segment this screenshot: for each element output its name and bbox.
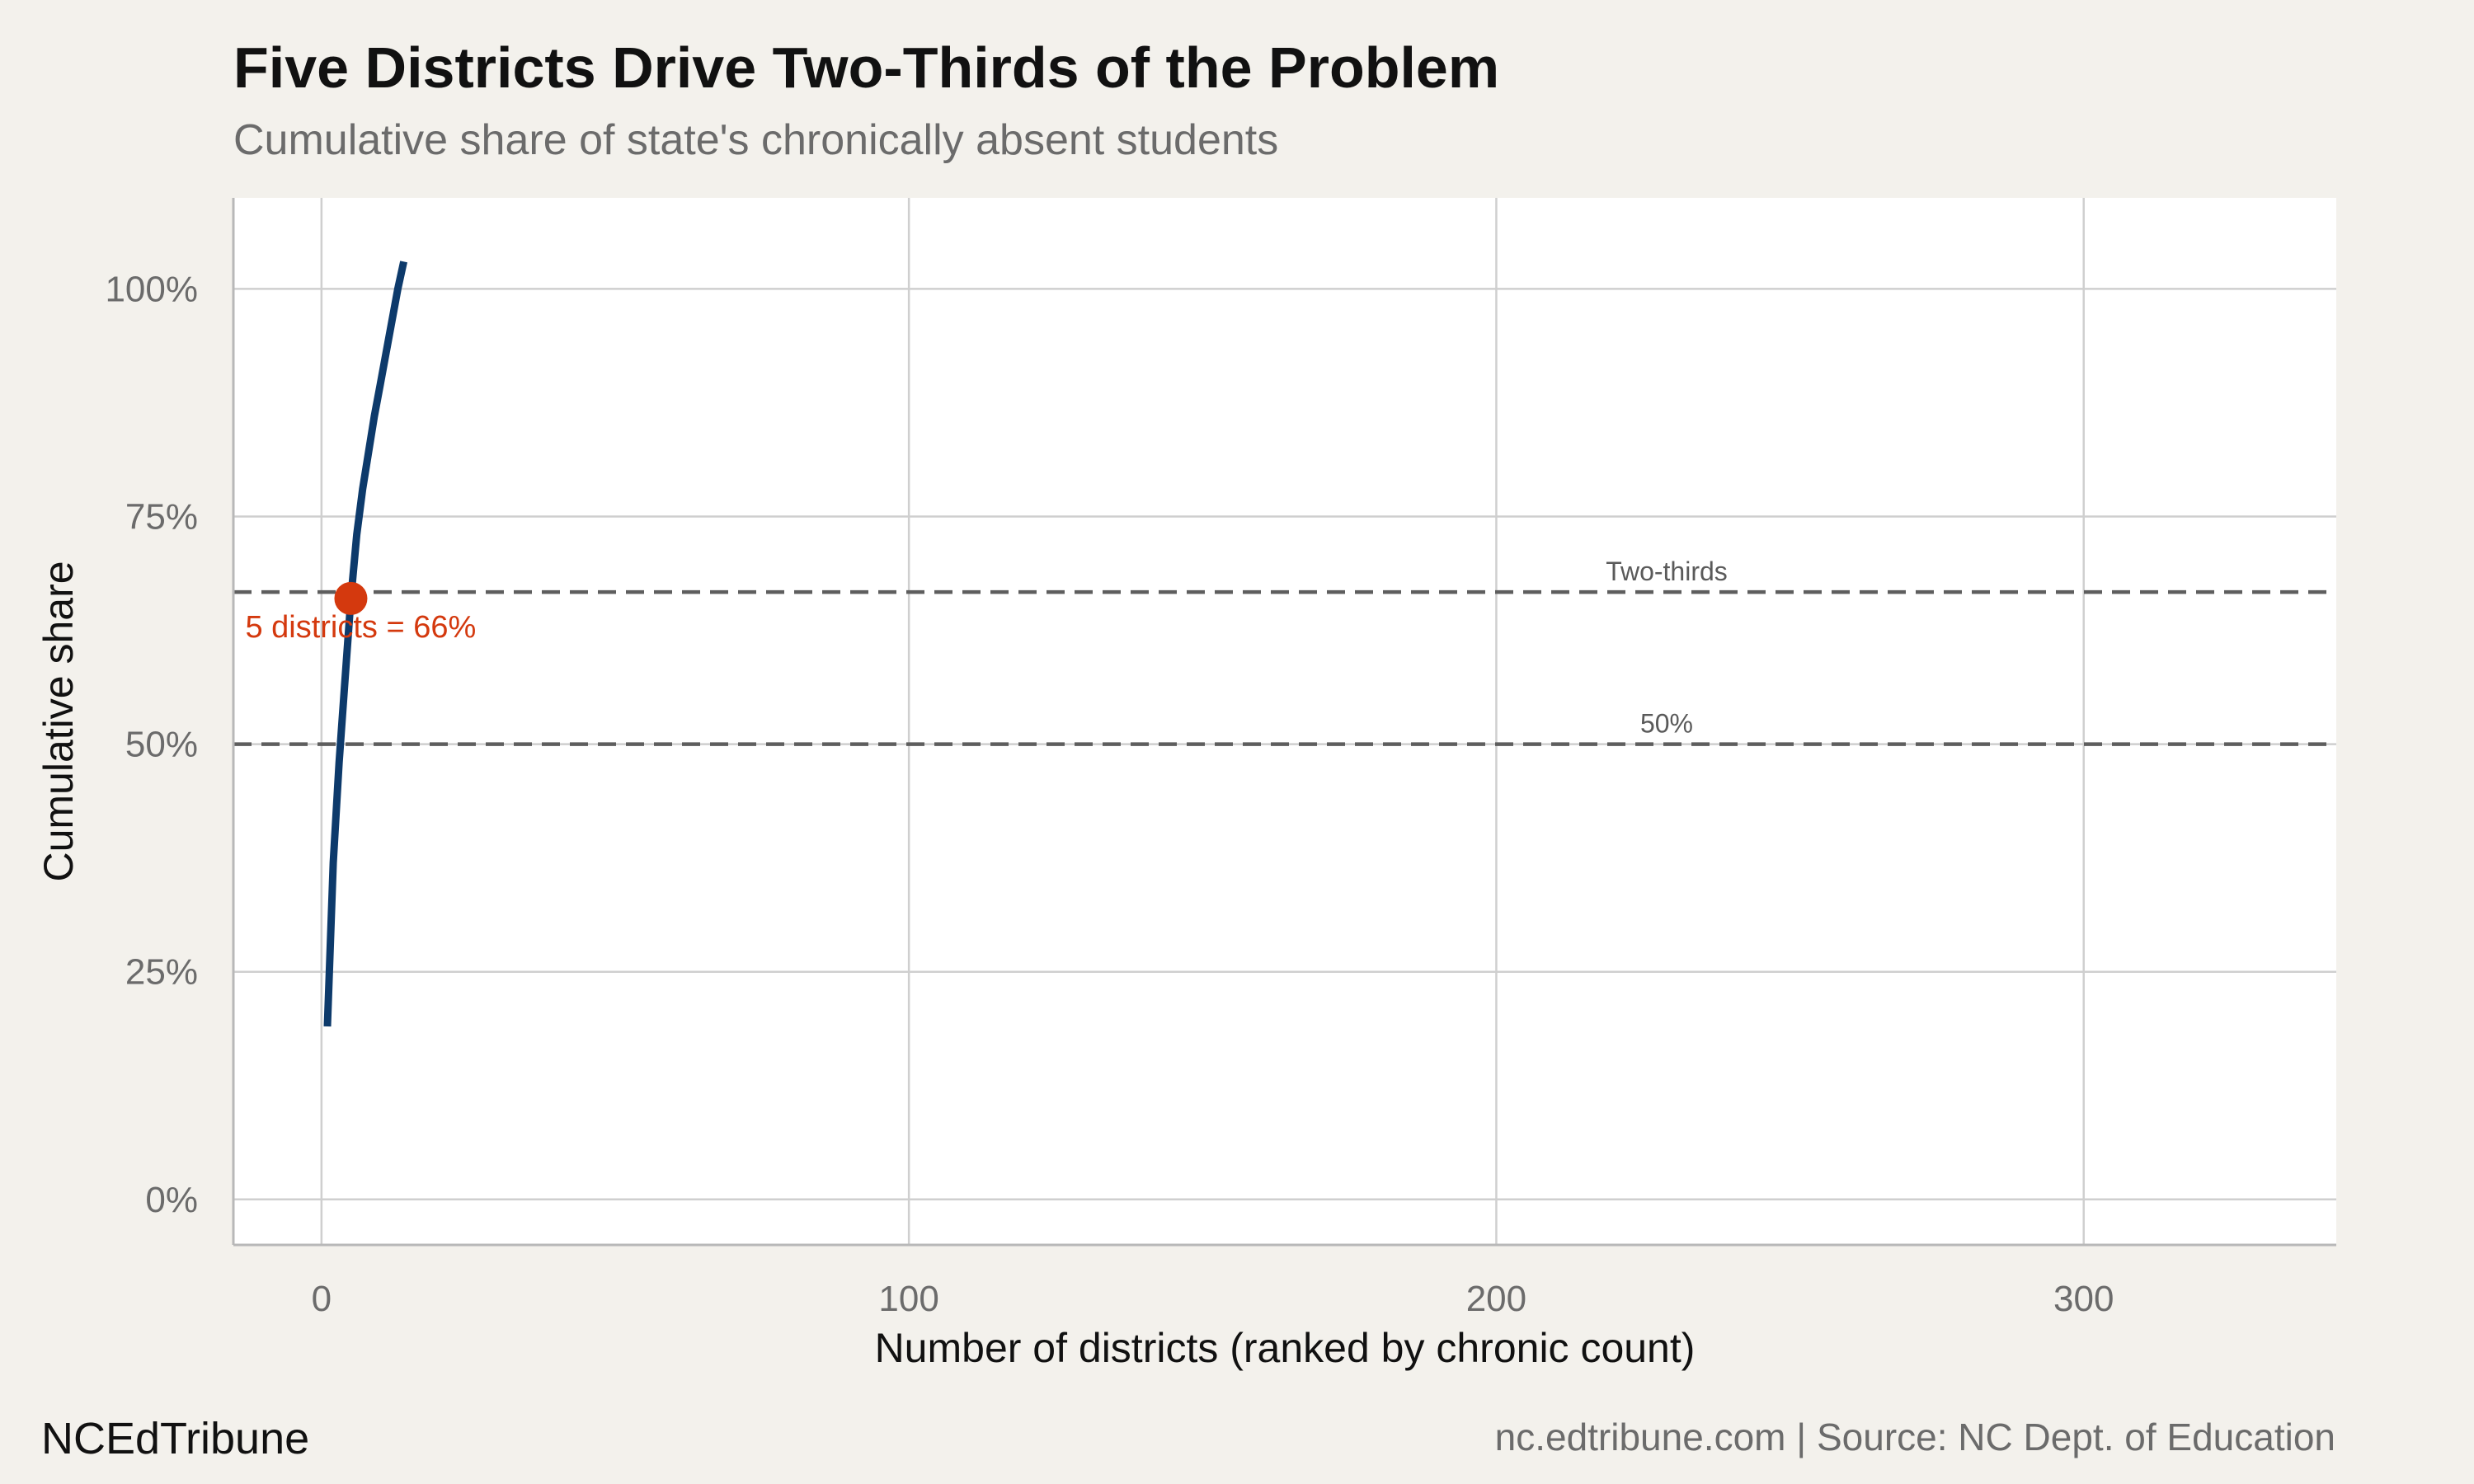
reference-line-label: 50% <box>1640 709 1693 739</box>
y-tick-label: 75% <box>125 497 198 538</box>
y-tick-label: 25% <box>125 952 198 993</box>
brand-logo-text: NCEdTribune <box>41 1414 310 1463</box>
x-tick-label: 100 <box>878 1279 938 1319</box>
cumulative-share-line <box>323 261 407 1027</box>
highlight-label: 5 districts = 66% <box>245 610 476 645</box>
y-tick-label: 0% <box>145 1180 198 1220</box>
highlight-point <box>334 581 368 615</box>
y-axis-title: Cumulative share <box>35 561 82 881</box>
source-credit: nc.edtribune.com | Source: NC Dept. of E… <box>1494 1416 2335 1458</box>
x-tick-label: 200 <box>1466 1279 1526 1319</box>
y-tick-label: 50% <box>125 725 198 765</box>
chart-title: Five Districts Drive Two-Thirds of the P… <box>233 35 1500 100</box>
y-tick-label: 100% <box>105 269 198 309</box>
reference-line-label: Two-thirds <box>1606 556 1728 586</box>
x-tick-label: 300 <box>2053 1279 2114 1319</box>
chart-subtitle: Cumulative share of state's chronically … <box>233 116 1279 164</box>
x-axis-title: Number of districts (ranked by chronic c… <box>875 1325 1696 1371</box>
x-tick-label: 0 <box>312 1279 332 1319</box>
plot-panel <box>233 198 2336 1245</box>
